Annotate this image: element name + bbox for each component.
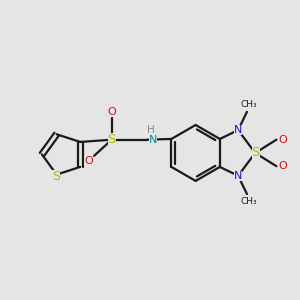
Text: CH₃: CH₃ (240, 100, 257, 109)
Text: O: O (278, 161, 287, 171)
Text: O: O (278, 135, 287, 145)
Text: N: N (149, 135, 157, 145)
Text: S: S (107, 133, 116, 146)
Text: CH₃: CH₃ (240, 197, 257, 206)
Text: O: O (84, 156, 93, 166)
Text: S: S (52, 169, 60, 183)
Text: O: O (107, 107, 116, 117)
Text: H: H (147, 125, 154, 135)
Text: N: N (234, 124, 242, 134)
Text: S: S (252, 146, 260, 159)
Text: N: N (234, 171, 242, 182)
